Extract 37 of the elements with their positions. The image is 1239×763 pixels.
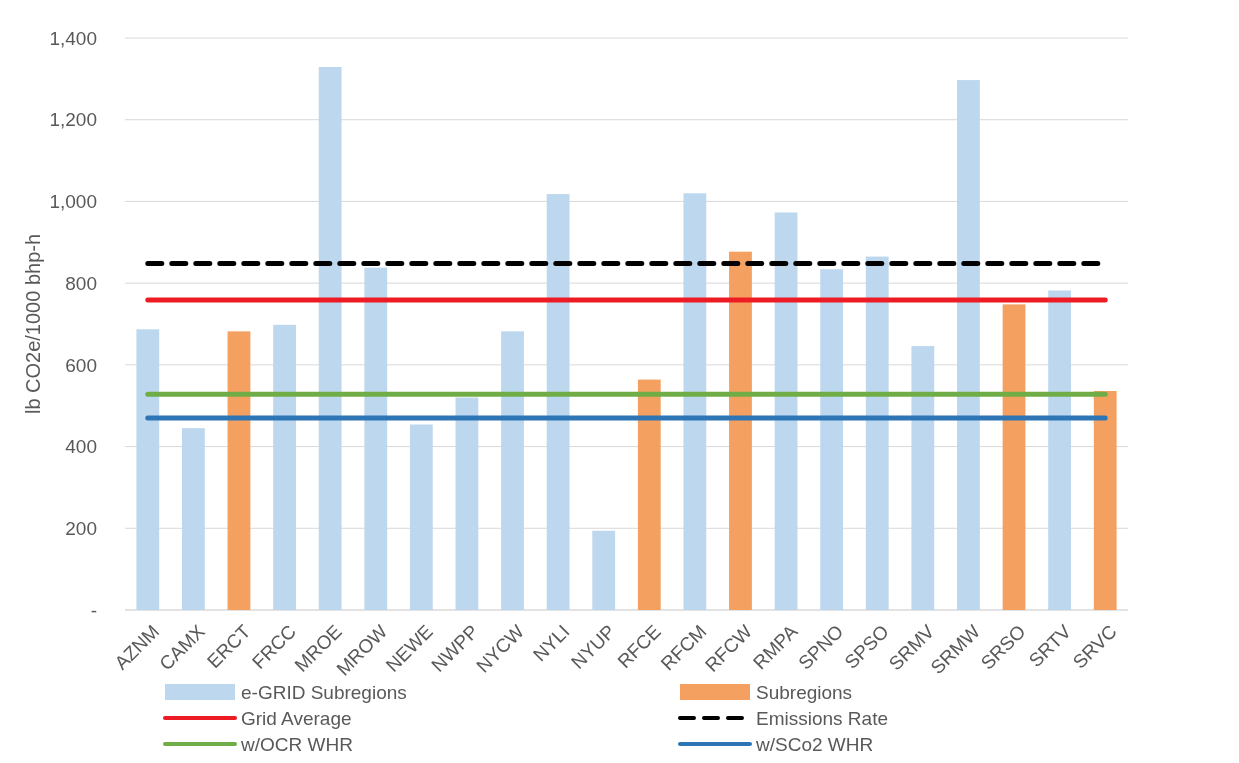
bar (364, 267, 388, 610)
y-tick-label: 800 (65, 272, 97, 294)
y-tick-label: 1,400 (49, 27, 97, 49)
legend-label: Emissions Rate (756, 707, 888, 729)
bar (683, 193, 707, 610)
bar (820, 269, 844, 610)
bar (546, 194, 570, 610)
bar (865, 256, 889, 610)
bar (273, 324, 296, 610)
bar (1048, 290, 1072, 610)
legend-label: w/OCR WHR (240, 733, 353, 755)
legend-label: Grid Average (241, 707, 352, 729)
legend-label: w/SCo2 WHR (755, 733, 874, 755)
y-tick-label: 200 (65, 517, 97, 539)
legend-label: Subregions (756, 681, 853, 703)
legend-label: e-GRID Subregions (241, 681, 407, 703)
bar (1093, 391, 1117, 610)
y-tick-label: 1,000 (49, 191, 97, 213)
bar (1002, 304, 1026, 610)
bar (911, 346, 935, 610)
bar (637, 379, 661, 610)
y-axis-title: lb CO2e/1000 bhp-h (22, 233, 44, 415)
bar (592, 530, 616, 610)
bar (227, 331, 251, 610)
y-tick-label: 600 (65, 354, 97, 376)
bar (409, 424, 433, 610)
y-tick-label: 1,200 (49, 109, 97, 131)
y-tick-label: 400 (65, 436, 97, 458)
bar (136, 329, 160, 610)
bar (729, 251, 752, 610)
bar (455, 397, 479, 610)
bar (957, 80, 980, 610)
bar (318, 67, 342, 610)
y-tick-label: - (90, 599, 97, 621)
bar (501, 331, 524, 610)
bar (181, 428, 205, 610)
bar (774, 212, 798, 610)
